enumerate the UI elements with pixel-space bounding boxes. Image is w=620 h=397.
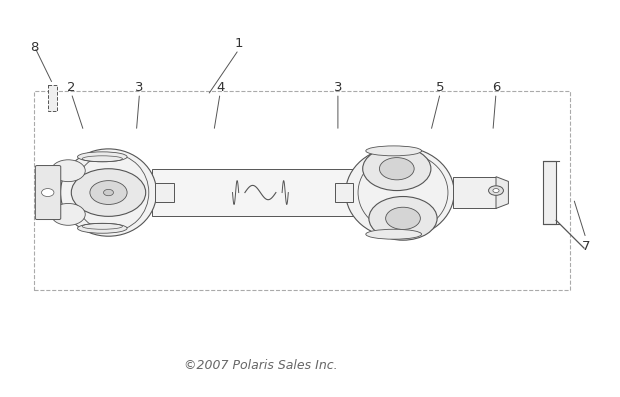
Text: 2: 2 <box>67 81 76 94</box>
Circle shape <box>369 197 437 240</box>
Text: ©2007 Polaris Sales Inc.: ©2007 Polaris Sales Inc. <box>184 359 337 372</box>
Ellipse shape <box>346 147 454 238</box>
Circle shape <box>90 181 127 204</box>
Circle shape <box>104 189 113 196</box>
FancyBboxPatch shape <box>35 166 61 220</box>
Text: 5: 5 <box>436 81 445 94</box>
Bar <box>155 183 174 202</box>
Ellipse shape <box>366 146 422 156</box>
Circle shape <box>386 207 420 229</box>
Bar <box>34 91 570 290</box>
Text: 7: 7 <box>582 240 590 252</box>
Bar <box>542 161 556 224</box>
Circle shape <box>379 158 414 180</box>
Circle shape <box>493 189 499 193</box>
Text: 3: 3 <box>334 81 342 94</box>
Ellipse shape <box>366 229 422 239</box>
Circle shape <box>363 147 431 191</box>
Bar <box>335 183 353 202</box>
Ellipse shape <box>51 160 85 181</box>
Ellipse shape <box>78 223 127 233</box>
Text: 4: 4 <box>216 81 224 94</box>
Bar <box>152 169 369 216</box>
Ellipse shape <box>51 203 85 225</box>
Text: 8: 8 <box>30 41 38 54</box>
Polygon shape <box>48 85 57 111</box>
Circle shape <box>42 189 54 197</box>
Text: 3: 3 <box>135 81 144 94</box>
Circle shape <box>489 186 503 195</box>
Ellipse shape <box>78 152 127 162</box>
Text: 1: 1 <box>234 37 243 50</box>
Circle shape <box>71 169 146 216</box>
Bar <box>453 177 496 208</box>
Polygon shape <box>496 177 508 208</box>
Text: 6: 6 <box>492 81 500 94</box>
Ellipse shape <box>61 149 156 236</box>
